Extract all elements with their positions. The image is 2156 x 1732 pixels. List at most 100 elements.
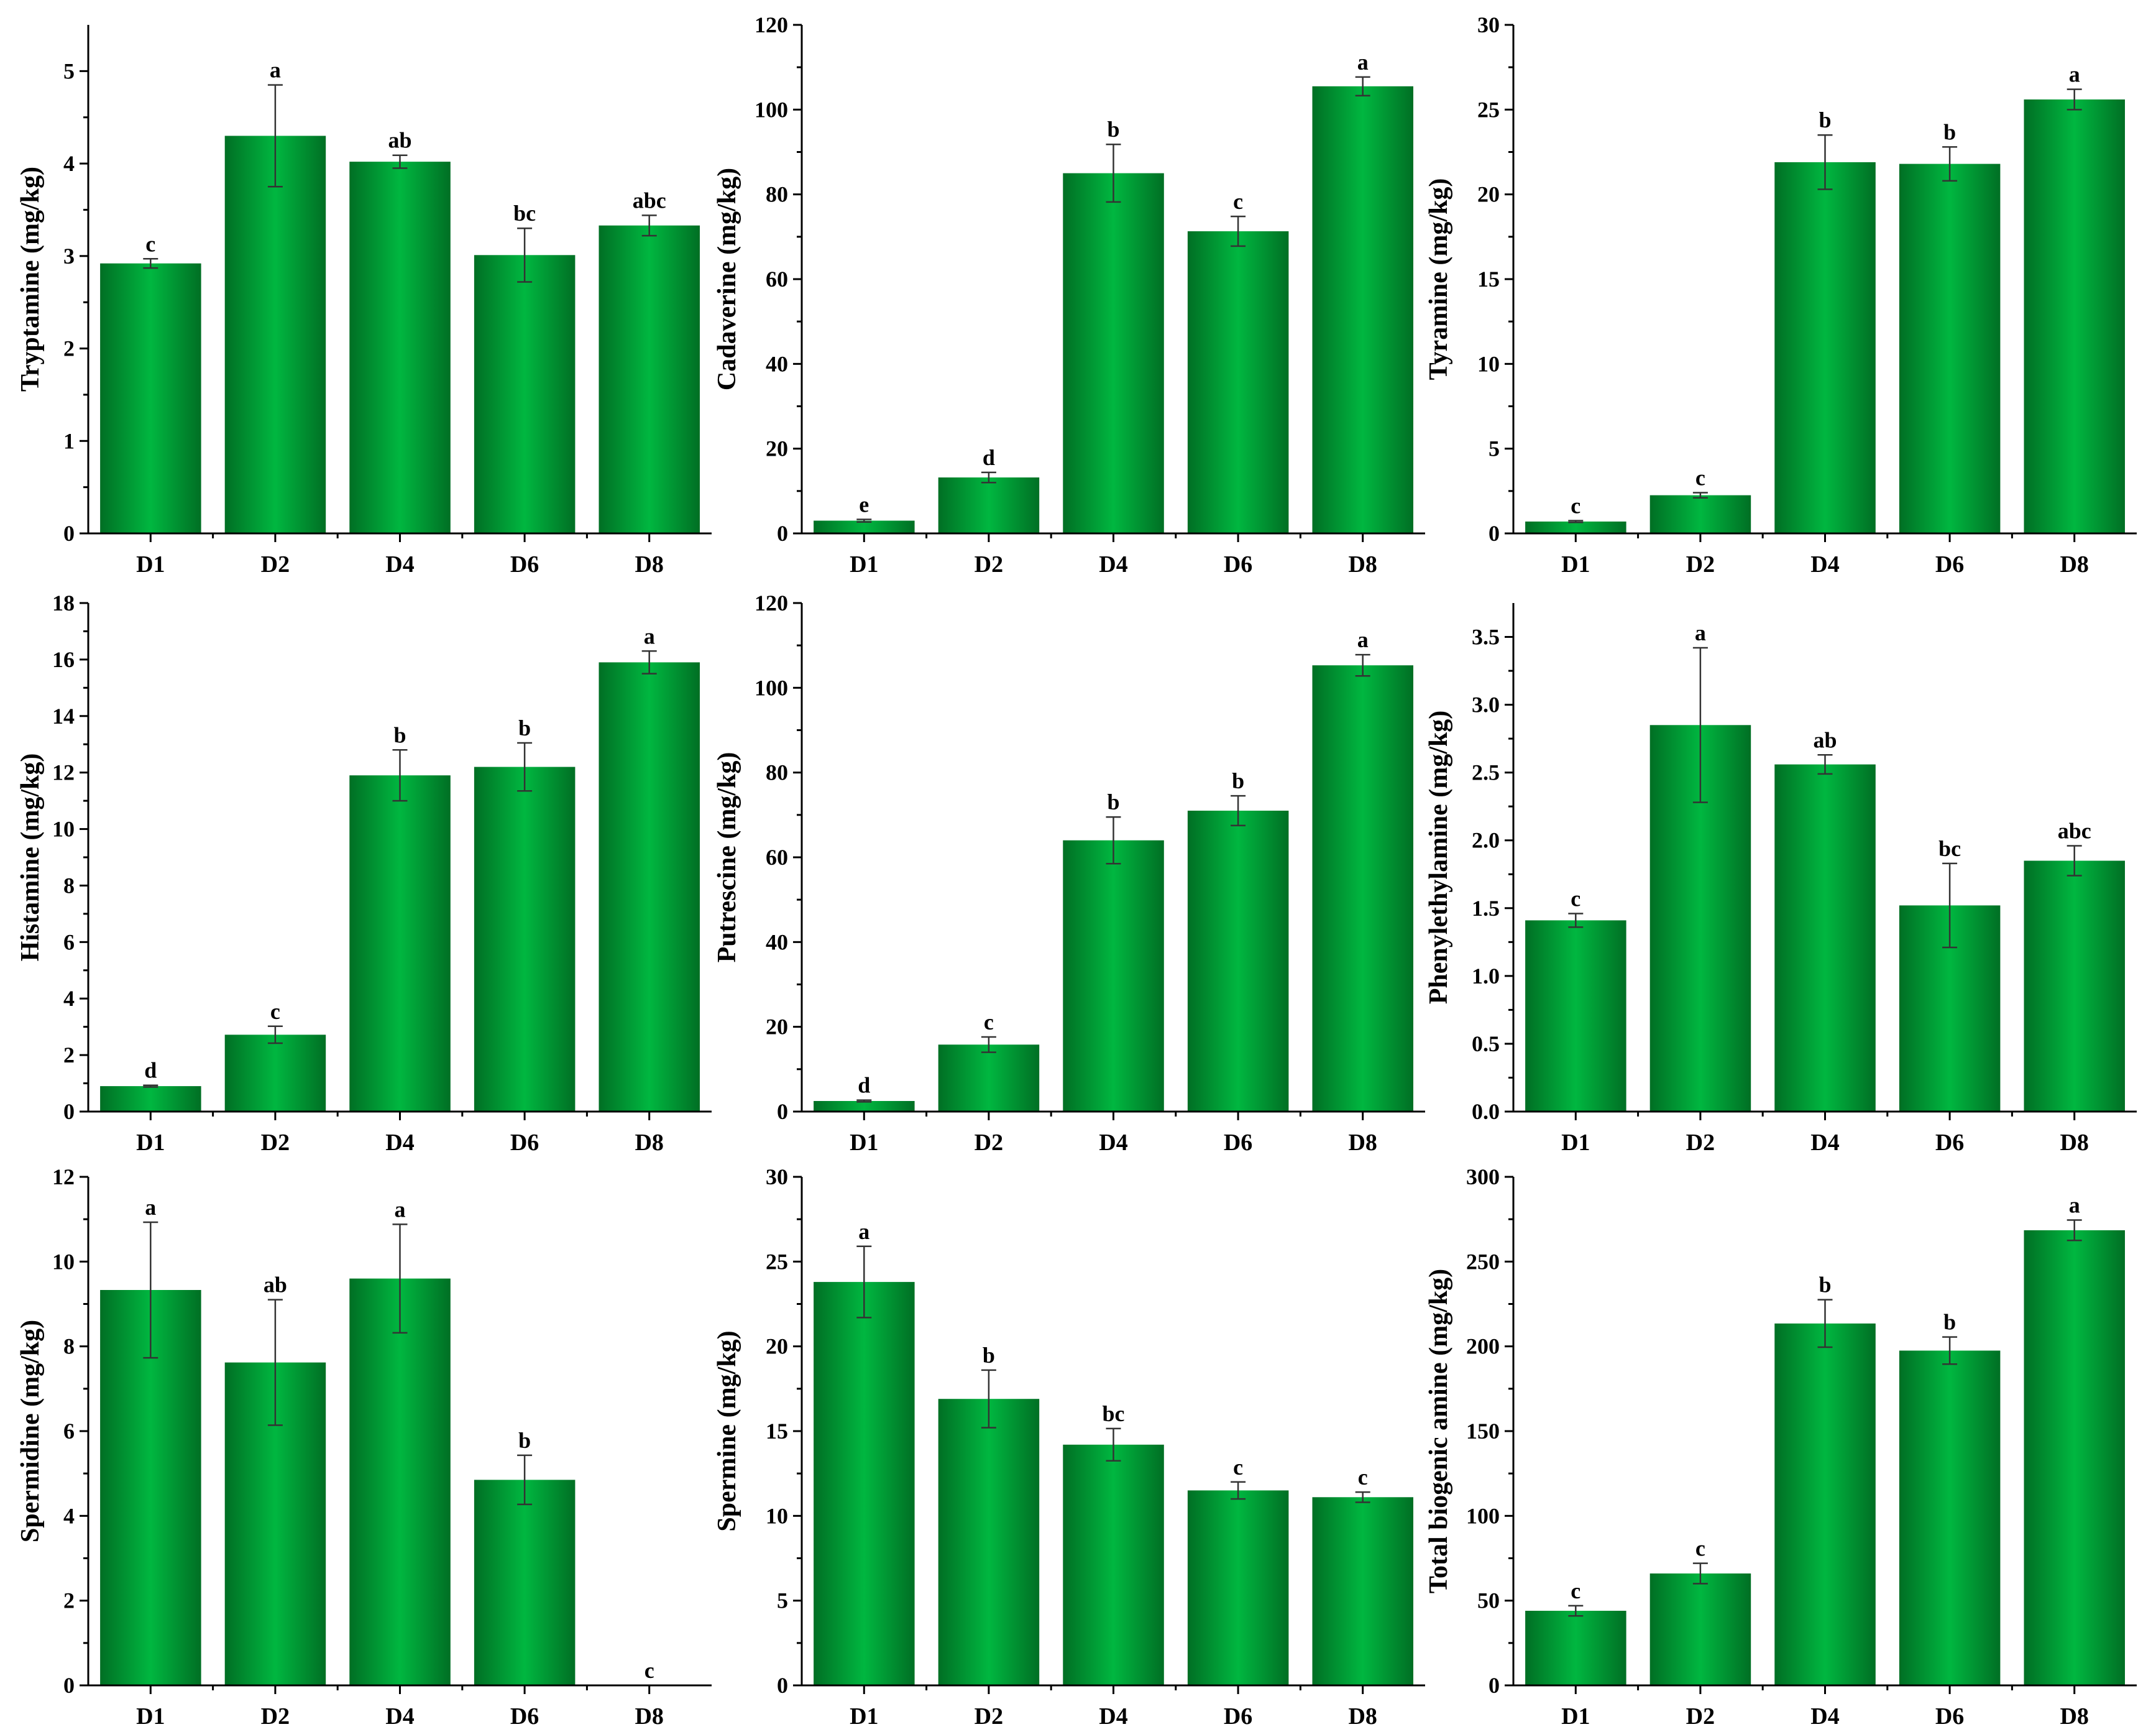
y-axis-title: Cadaverine (mg/kg): [713, 168, 741, 390]
bar-d1: [100, 263, 201, 533]
y-axis-title: Tyramine (mg/kg): [1424, 178, 1453, 380]
y-tick-label: 16: [52, 647, 75, 672]
error-bar-d6: [517, 742, 533, 792]
bar-d2: [1649, 1573, 1751, 1685]
bar-d6: [1899, 164, 2001, 534]
bar-d6: [1187, 231, 1289, 533]
significance-label-d1: d: [144, 1058, 157, 1083]
bar-d4: [349, 162, 451, 534]
x-tick-label-d8: D8: [1348, 551, 1377, 578]
y-tick-label: 0: [1489, 521, 1500, 546]
y-tick-label: 0: [777, 521, 788, 546]
y-tick-label: 120: [755, 12, 788, 37]
y-tick-label: 15: [1477, 267, 1500, 292]
error-bar-d2: [1692, 492, 1708, 499]
bar-d1: [1525, 1611, 1626, 1685]
y-tick-label: 20: [1477, 182, 1500, 207]
error-bar-d6: [1231, 215, 1246, 247]
y-tick-label: 0: [1489, 1673, 1500, 1698]
x-tick-label-d4: D4: [1810, 551, 1839, 578]
bar-d6: [474, 1480, 576, 1685]
x-tick-label-d1: D1: [1561, 551, 1590, 578]
y-tick-label: 1: [63, 428, 75, 453]
y-tick-label: 12: [52, 1164, 75, 1189]
chart-panel-middle-center: d c b b a 0 20 40 60 80 100 120 D1 D2 D4 D6 D8 Putrescine…: [713, 591, 1425, 1156]
x-tick-label-d2: D2: [1686, 1130, 1715, 1156]
y-tick-label: 10: [1477, 351, 1500, 376]
error-bar-d2: [1692, 647, 1708, 803]
y-tick-label: 1.5: [1472, 896, 1500, 921]
y-tick-label: 2.0: [1472, 828, 1500, 853]
error-bar-d6: [1942, 1336, 1958, 1365]
chart-panel-bottom-right: c c b b a 0 50 100 150 200 250 300 D1 D2 D4 D6 D8 Total b…: [1424, 1164, 2137, 1730]
y-tick-label: 0: [63, 521, 75, 546]
y-tick-label: 300: [1466, 1164, 1500, 1189]
bar-d4: [349, 775, 451, 1112]
y-axis-title: Tryptamine (mg/kg): [16, 167, 45, 392]
y-tick-label: 30: [1477, 12, 1500, 37]
error-bar-d4: [392, 1223, 408, 1334]
significance-label-d4: ab: [388, 128, 411, 153]
y-tick-label: 60: [766, 845, 788, 870]
y-axis-title: Total biogenic amine (mg/kg): [1424, 1269, 1453, 1593]
error-bar-d4: [1106, 1427, 1121, 1462]
bar-d1: [814, 1282, 915, 1685]
error-bar-d4: [1106, 816, 1121, 865]
bar-d4: [1774, 162, 1876, 533]
error-bar-d8: [1355, 1491, 1370, 1503]
error-bar-d4: [1106, 143, 1121, 203]
error-bar-d2: [981, 471, 996, 484]
y-tick-label: 20: [766, 1334, 788, 1359]
x-tick-label-d8: D8: [2060, 1130, 2088, 1156]
error-bar-d2: [267, 1299, 283, 1426]
significance-label-d8: abc: [2058, 819, 2091, 844]
x-tick-label-d2: D2: [261, 1703, 290, 1730]
x-tick-label-d8: D8: [635, 1703, 663, 1730]
y-tick-label: 2: [63, 336, 75, 361]
significance-label-d1: c: [1571, 1578, 1580, 1603]
bar-d8: [2024, 860, 2125, 1112]
significance-label-d8: a: [644, 624, 655, 648]
significance-label-d2: ab: [264, 1273, 287, 1297]
y-tick-label: 40: [766, 929, 788, 954]
y-tick-label: 2: [63, 1588, 75, 1613]
x-tick-label-d2: D2: [975, 1130, 1003, 1156]
error-bar-d1: [143, 1221, 158, 1359]
significance-label-d2: d: [983, 445, 995, 470]
x-tick-label-d4: D4: [385, 1703, 414, 1730]
error-bar-d1: [143, 258, 158, 269]
bar-d1: [814, 1101, 915, 1112]
y-tick-label: 100: [1466, 1503, 1500, 1528]
bar-d8: [2024, 1230, 2125, 1685]
bar-d4: [1063, 1444, 1164, 1685]
bar-d4: [1063, 840, 1164, 1112]
y-tick-label: 0: [63, 1099, 75, 1124]
chart-panel-top-left: c a ab bc abc 0 1 2 3 4 5 D1 D2 D4 D6 D8 Tryptamine (mg/…: [16, 25, 712, 578]
bar-d8: [1312, 86, 1413, 534]
y-tick-label: 20: [766, 1015, 788, 1039]
error-bar-d6: [1231, 1481, 1246, 1500]
y-tick-label: 3.5: [1472, 625, 1500, 650]
error-bar-d6: [517, 1454, 533, 1506]
y-tick-label: 0: [777, 1673, 788, 1698]
y-tick-label: 14: [52, 704, 75, 729]
error-bar-d1: [856, 518, 872, 523]
bar-d4: [349, 1278, 451, 1685]
error-bar-d8: [641, 650, 657, 675]
bar-d1: [100, 1086, 201, 1112]
y-tick-label: 18: [52, 591, 75, 615]
bar-d1: [1525, 920, 1626, 1112]
y-tick-label: 0.5: [1472, 1031, 1500, 1056]
significance-label-d4: b: [1107, 117, 1119, 142]
x-tick-label-d8: D8: [2060, 551, 2088, 578]
error-bar-d4: [1817, 134, 1833, 190]
x-tick-label-d4: D4: [385, 551, 414, 578]
x-tick-label-d6: D6: [510, 551, 539, 578]
bar-d2: [224, 136, 326, 533]
significance-label-d6: bc: [1938, 836, 1961, 861]
significance-label-d6: c: [1233, 1455, 1243, 1480]
y-tick-label: 0: [777, 1099, 788, 1124]
y-tick-label: 30: [766, 1164, 788, 1189]
error-bar-d1: [856, 1245, 872, 1319]
x-tick-label-d4: D4: [385, 1130, 414, 1156]
